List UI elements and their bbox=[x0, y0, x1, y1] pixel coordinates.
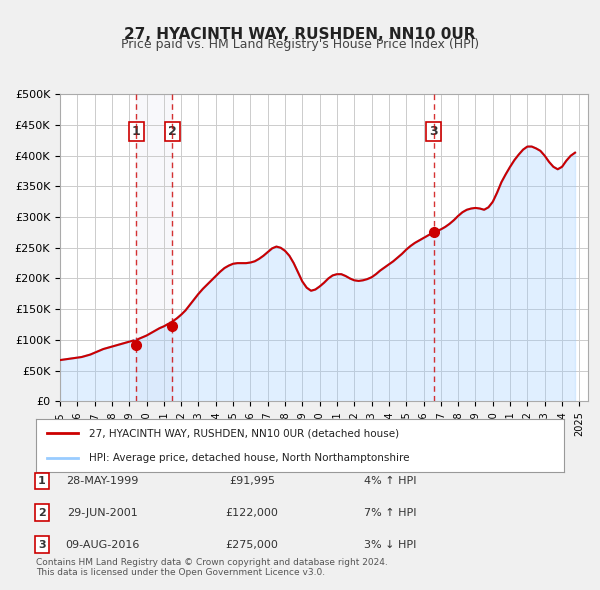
Text: £91,995: £91,995 bbox=[229, 476, 275, 486]
Text: £122,000: £122,000 bbox=[226, 508, 278, 517]
Text: £275,000: £275,000 bbox=[226, 540, 278, 549]
Text: 1: 1 bbox=[38, 476, 46, 486]
Text: 4% ↑ HPI: 4% ↑ HPI bbox=[364, 476, 416, 486]
Text: Contains HM Land Registry data © Crown copyright and database right 2024.
This d: Contains HM Land Registry data © Crown c… bbox=[36, 558, 388, 577]
Text: 27, HYACINTH WAY, RUSHDEN, NN10 0UR: 27, HYACINTH WAY, RUSHDEN, NN10 0UR bbox=[124, 27, 476, 41]
Text: 3: 3 bbox=[430, 124, 438, 137]
Text: 29-JUN-2001: 29-JUN-2001 bbox=[67, 508, 137, 517]
Text: 2: 2 bbox=[38, 508, 46, 517]
Text: 27, HYACINTH WAY, RUSHDEN, NN10 0UR (detached house): 27, HYACINTH WAY, RUSHDEN, NN10 0UR (det… bbox=[89, 428, 399, 438]
Text: 7% ↑ HPI: 7% ↑ HPI bbox=[364, 508, 416, 517]
Text: 28-MAY-1999: 28-MAY-1999 bbox=[66, 476, 138, 486]
Bar bbox=[136, 94, 172, 401]
Text: 09-AUG-2016: 09-AUG-2016 bbox=[65, 540, 139, 549]
Text: 3% ↓ HPI: 3% ↓ HPI bbox=[364, 540, 416, 549]
Text: Price paid vs. HM Land Registry's House Price Index (HPI): Price paid vs. HM Land Registry's House … bbox=[121, 38, 479, 51]
Text: 3: 3 bbox=[38, 540, 46, 549]
Text: 1: 1 bbox=[132, 124, 141, 137]
Text: 2: 2 bbox=[168, 124, 177, 137]
Text: HPI: Average price, detached house, North Northamptonshire: HPI: Average price, detached house, Nort… bbox=[89, 453, 409, 463]
